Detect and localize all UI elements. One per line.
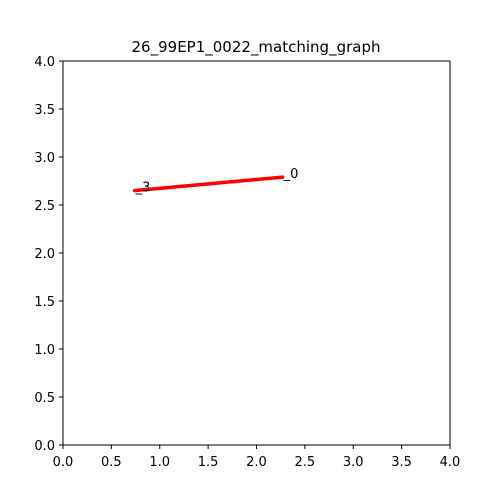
- y-tick-label: 3.0: [34, 151, 55, 166]
- plot-area-frame: [62, 60, 451, 446]
- matching-edge: [132, 175, 285, 193]
- x-tick-label: 2.5: [295, 455, 316, 470]
- x-tick-label: 3.0: [343, 455, 364, 470]
- y-tick-label: 3.5: [34, 103, 55, 118]
- node-label: _3: [135, 181, 151, 196]
- y-tick-label: 2.5: [34, 199, 55, 214]
- x-tick-label: 1.0: [149, 455, 170, 470]
- chart-title: 26_99EP1_0022_matching_graph: [132, 38, 381, 57]
- y-tick-label: 1.0: [34, 343, 55, 358]
- edge-layer: [132, 175, 285, 193]
- y-tick-label: 1.5: [34, 295, 55, 310]
- y-tick-label: 2.0: [34, 247, 55, 262]
- y-tick-label: 0.0: [34, 439, 55, 454]
- y-tick-label: 0.5: [34, 391, 55, 406]
- x-tick-label: 2.0: [246, 455, 267, 470]
- x-tick-label: 3.5: [391, 455, 412, 470]
- x-tick-label: 0.5: [101, 455, 122, 470]
- y-tick-label: 4.0: [34, 55, 55, 70]
- y-axis: 0.0 0.5 1.0 1.5 2.0 2.5 3.0 3.5 4.0: [34, 55, 63, 454]
- x-tick-label: 0.0: [53, 455, 74, 470]
- node-label-layer: _0 _3: [135, 167, 299, 195]
- x-tick-label: 4.0: [440, 455, 461, 470]
- node-label: _0: [283, 167, 299, 182]
- x-tick-label: 1.5: [198, 455, 219, 470]
- x-axis: 0.0 0.5 1.0 1.5 2.0 2.5 3.0 3.5 4.0: [53, 445, 461, 470]
